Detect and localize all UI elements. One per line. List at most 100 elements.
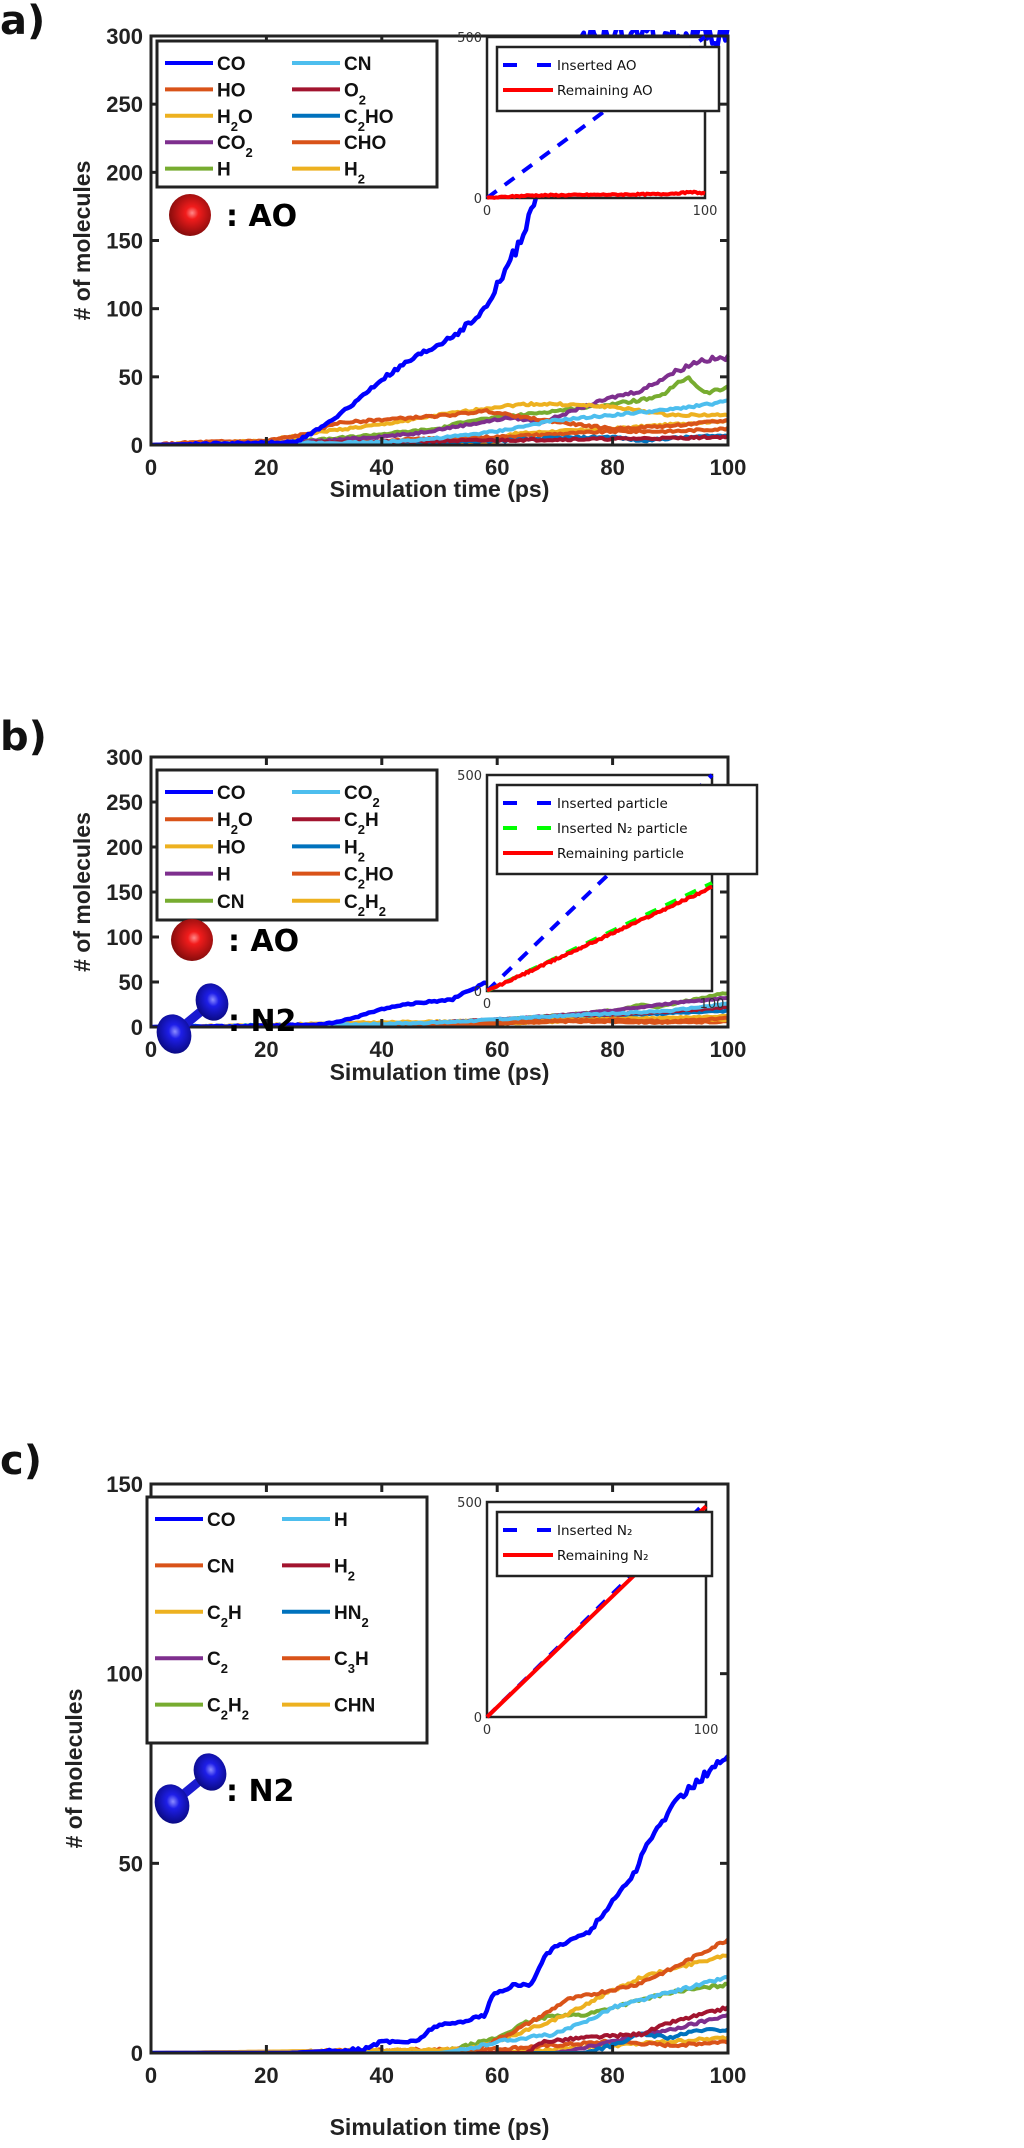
legend-text-part: H (217, 107, 231, 128)
x-tick-label: 20 (254, 1037, 278, 1062)
x-tick-label: 20 (254, 455, 278, 480)
legend-text-part: H (228, 1603, 242, 1624)
x-axis-label: Simulation time (ps) (330, 1059, 550, 1085)
legend-text-part: CN (344, 54, 371, 75)
x-tick-label: 40 (370, 2063, 394, 2088)
n-atom (193, 1753, 227, 1791)
y-tick-label: 50 (119, 365, 143, 390)
legend-label-C2H2: C2H2 (207, 1696, 249, 1723)
legend-text-part: C (344, 810, 358, 831)
legend-label-C2: C2 (207, 1649, 228, 1676)
y-tick-label: 200 (106, 835, 143, 860)
x-tick-label: 20 (254, 2063, 278, 2088)
nitrogen-molecule-icon (156, 983, 229, 1054)
inset-legend-label: Inserted AO (557, 58, 637, 74)
inset-series-Inserted particle (485, 773, 714, 993)
y-tick-label: 300 (106, 745, 143, 770)
plot-frame (149, 1482, 730, 2055)
legend-text-part: HO (365, 107, 394, 128)
y-axis-label: # of molecules (61, 1689, 87, 1849)
legend-text-part: H (228, 1696, 242, 1717)
panel-label: a) (0, 0, 45, 44)
inset-legend-label: Remaining particle (557, 846, 684, 862)
molecule-key-label: : N2 (228, 1004, 296, 1039)
legend-label-CN: CN (344, 54, 371, 75)
subscript: 3 (348, 1661, 355, 1676)
molecule-key-label: : N2 (226, 1774, 294, 1809)
x-tick-label: 0 (145, 2063, 157, 2088)
legend-label-C2HO: C2HO (344, 107, 393, 134)
legend-label-CN: CN (217, 892, 244, 913)
x-tick-label: 100 (710, 455, 747, 480)
legend-label-H: H (334, 1510, 348, 1531)
inset-y-tick-label: 500 (457, 1496, 482, 1511)
legend-text-part: C (207, 1649, 221, 1670)
series-line-H (151, 1975, 729, 2053)
subscript: 2 (221, 1708, 228, 1723)
legend-label-CO: CO (217, 783, 246, 804)
y-tick-label: 0 (131, 433, 143, 458)
subscript: 2 (358, 172, 365, 187)
inset-chart: 0 100 0 500 Inserted N₂ Remaining N₂ (457, 1496, 718, 1738)
x-tick-label: 0 (145, 455, 157, 480)
legend-label-C3H: C3H (334, 1649, 369, 1676)
y-tick-label: 100 (106, 297, 143, 322)
legend-text-part: CO (217, 783, 246, 804)
legend-text-part: H (344, 837, 358, 858)
inset-series-Remaining particle (486, 884, 713, 993)
x-tick-label: 80 (600, 1037, 624, 1062)
inset-x-tick-label: 0 (483, 997, 491, 1012)
legend-label-HN2: HN2 (334, 1603, 369, 1630)
y-tick-label: 50 (119, 1851, 143, 1876)
legend-label-CN: CN (207, 1556, 234, 1577)
legend-label-CO: CO (217, 54, 246, 75)
inset-y-tick-label: 0 (474, 1711, 482, 1726)
legend-text-part: H (217, 160, 231, 181)
inset-legend-box (495, 45, 721, 113)
legend-text-part: CO (217, 54, 246, 75)
legend-text-part: H (355, 1649, 369, 1670)
legend-text-part: CHO (344, 133, 386, 154)
chart-panel-b: b)0 20 40 60 80 100050100150200250300Simulati… (0, 714, 759, 1085)
inset-x-tick-label: 100 (694, 1723, 719, 1738)
y-axis-label: # of molecules (69, 812, 95, 972)
subscript: 2 (231, 119, 238, 134)
legend-text-part: H (334, 1510, 348, 1531)
legend-text-part: H (217, 865, 231, 886)
x-tick-label: 40 (370, 1037, 394, 1062)
series-line-C2H (151, 1953, 729, 2053)
inset-x-tick-label: 0 (483, 1723, 491, 1738)
molecule-key-label: : AO (228, 924, 299, 959)
legend-text-part: CO (344, 783, 373, 804)
subscript: 2 (221, 1615, 228, 1630)
y-tick-label: 150 (106, 880, 143, 905)
chart-panel-a: a)0 20 40 60 80 100050100150200250300Simulati… (0, 0, 746, 502)
legend-label-HO: HO (217, 80, 246, 101)
legend-text-part: C (207, 1603, 221, 1624)
legend-label-CO: CO (207, 1510, 236, 1531)
atomic-oxygen-icon (171, 919, 213, 961)
y-tick-label: 150 (106, 229, 143, 254)
legend-label-C2H: C2H (207, 1603, 242, 1630)
subscript: 2 (358, 904, 365, 919)
legend-label-C2H: C2H (344, 810, 379, 837)
inset-y-tick-label: 0 (474, 192, 482, 207)
legend-text-part: CHN (334, 1696, 375, 1717)
inset-legend-label: Remaining AO (557, 83, 653, 99)
y-tick-label: 150 (106, 1472, 143, 1497)
y-tick-label: 50 (119, 970, 143, 995)
legend-text-part: H (344, 160, 358, 181)
legend-text-part: O (344, 80, 359, 101)
y-tick-label: 300 (106, 24, 143, 49)
subscript: 2 (242, 1708, 249, 1723)
y-tick-label: 250 (106, 92, 143, 117)
subscript: 2 (358, 822, 365, 837)
series-line-CO (151, 1754, 730, 2053)
subscript: 2 (358, 849, 365, 864)
y-tick-label: 100 (106, 1662, 143, 1687)
legend-label-H2: H2 (344, 160, 365, 187)
subscript: 2 (358, 119, 365, 134)
